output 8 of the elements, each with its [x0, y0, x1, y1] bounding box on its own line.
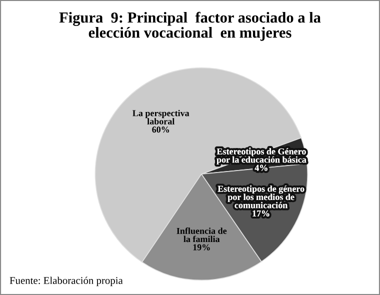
slice-label: Influencia de la familia [176, 228, 227, 242]
data-label: 60% [152, 126, 170, 133]
slice-label: La perspectiva laboral [132, 110, 190, 124]
chart-title: Figura 9: Principal factor asociado a la elección vocacional en mujeres [59, 12, 321, 41]
slice-label: Estereotipos de género por los medios de comunicación [218, 185, 304, 208]
source-note: Fuente: Elaboración propia [10, 276, 123, 286]
data-label: 19% [193, 244, 210, 250]
data-label: 17% [252, 210, 270, 216]
